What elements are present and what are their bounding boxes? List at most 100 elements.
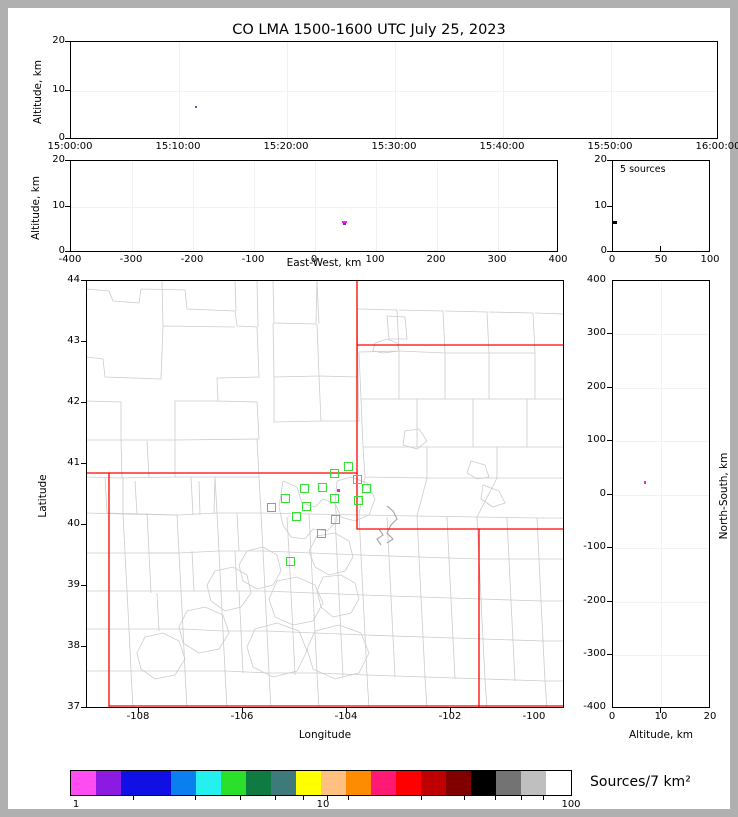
map-xtick-m102: -102: [438, 711, 462, 722]
colorbar[interactable]: [70, 770, 572, 796]
source-marker: [353, 475, 362, 484]
colorbar-swatch: [321, 771, 346, 795]
panel2-xtick-m200: -200: [180, 254, 204, 265]
source-marker: [331, 515, 340, 524]
figure-title: CO LMA 1500-1600 UTC July 25, 2023: [232, 22, 506, 38]
colorbar-swatch: [421, 771, 446, 795]
ns-xtick-10: 10: [654, 711, 668, 722]
colorbar-tick-100: 100: [561, 799, 581, 810]
colorbar-tick-10: 10: [316, 799, 330, 810]
colorbar-label: Sources/7 km²: [590, 774, 691, 790]
map-xtick-m108: -108: [126, 711, 150, 722]
panel2-xtick-m300: -300: [119, 254, 143, 265]
colorbar-swatch: [446, 771, 471, 795]
source-point: [343, 223, 346, 225]
ns-xtick-0: 0: [608, 711, 616, 722]
source-point: [342, 221, 347, 223]
colorbar-swatch: [546, 771, 571, 795]
colorbar-swatch: [521, 771, 546, 795]
panel1-ytick-20: 20: [52, 35, 65, 46]
source-marker: [318, 483, 327, 492]
map-xtick-m104: -104: [334, 711, 358, 722]
colorbar-swatch: [146, 771, 171, 795]
colorbar-swatch: [96, 771, 121, 795]
panel-altitude-histogram[interactable]: 5 sources: [612, 160, 710, 252]
colorbar-tick-1: 1: [72, 799, 80, 810]
panel2-xtick-100: 100: [365, 254, 385, 265]
map-ytick-42: 42: [67, 396, 80, 407]
map-ytick-44: 44: [67, 274, 80, 285]
map-xtick-m106: -106: [230, 711, 254, 722]
source-marker: [302, 502, 311, 511]
panel5-ylabel: North-South, km: [718, 452, 730, 540]
colorbar-swatch: [221, 771, 246, 795]
map-xtick-m100: -100: [522, 711, 546, 722]
panel1-xtick-4: 15:40:00: [479, 141, 525, 152]
source-marker: [286, 557, 295, 566]
panel2-ytick-0: 0: [58, 245, 65, 256]
source-point: [337, 489, 340, 492]
histogram-bar: [613, 221, 617, 224]
panel2-xtick-300: 300: [487, 254, 507, 265]
panel1-xtick-6: 16:00:00: [695, 141, 738, 152]
source-marker: [281, 494, 290, 503]
ns-xtick-20: 20: [703, 711, 717, 722]
panel2-ytick-20: 20: [52, 154, 65, 165]
colorbar-swatch: [471, 771, 496, 795]
panel2-xtick-m100: -100: [241, 254, 265, 265]
panel-eastwest-height[interactable]: [70, 160, 558, 252]
panel3-ytick-20: 20: [594, 154, 607, 165]
colorbar-swatch: [121, 771, 146, 795]
source-marker: [344, 462, 353, 471]
source-marker: [300, 484, 309, 493]
ns-ytick-100: 100: [586, 434, 606, 445]
map-ytick-43: 43: [67, 335, 80, 346]
source-marker: [330, 469, 339, 478]
ns-ytick-m200: -200: [583, 595, 606, 606]
panel3-ytick-0: 0: [600, 245, 607, 256]
colorbar-swatch: [246, 771, 271, 795]
colorbar-swatch: [196, 771, 221, 795]
figure-canvas: CO LMA 1500-1600 UTC July 25, 2023 Altit…: [8, 8, 738, 810]
ns-ytick-200: 200: [586, 381, 606, 392]
panel3-ytick-10: 10: [594, 200, 607, 211]
panel1-xtick-2: 15:20:00: [263, 141, 309, 152]
source-marker: [267, 503, 276, 512]
panel-northsouth-height[interactable]: [612, 280, 710, 708]
panel1-xtick-5: 15:50:00: [587, 141, 633, 152]
colorbar-swatch: [496, 771, 521, 795]
source-marker: [354, 496, 363, 505]
panel-time-height[interactable]: [70, 41, 718, 139]
map-ytick-41: 41: [67, 457, 80, 468]
panel4-xlabel: Longitude: [298, 729, 352, 741]
colorbar-swatch: [71, 771, 96, 795]
source-point: [644, 481, 646, 484]
colorbar-swatch: [396, 771, 421, 795]
map-ytick-38: 38: [67, 640, 80, 651]
panel2-xtick-400: 400: [548, 254, 568, 265]
map-ytick-37: 37: [67, 701, 80, 712]
colorbar-swatch: [346, 771, 371, 795]
source-marker: [292, 512, 301, 521]
panel2-xtick-m400: -400: [58, 254, 82, 265]
panel3-xtick-0: 0: [608, 254, 616, 265]
colorbar-swatch: [296, 771, 321, 795]
colorbar-swatch: [271, 771, 296, 795]
map-ytick-40: 40: [67, 518, 80, 529]
source-point: [195, 106, 197, 108]
source-marker: [330, 494, 339, 503]
ns-ytick-0: 0: [599, 488, 606, 499]
source-marker: [362, 484, 371, 493]
panel-plan-view-map[interactable]: [86, 280, 564, 708]
panel1-xtick-1: 15:10:00: [155, 141, 201, 152]
source-marker: [317, 529, 326, 538]
panel3-xtick-100: 100: [700, 254, 720, 265]
panel1-xtick-0: 15:00:00: [47, 141, 93, 152]
ns-ytick-m100: -100: [583, 541, 606, 552]
source-count-annotation: 5 sources: [620, 164, 666, 175]
panel3-xtick-50: 50: [654, 254, 668, 265]
ns-ytick-400: 400: [586, 274, 606, 285]
panel5-xlabel: Altitude, km: [628, 729, 693, 741]
ns-ytick-300: 300: [586, 327, 606, 338]
panel2-xtick-200: 200: [426, 254, 446, 265]
